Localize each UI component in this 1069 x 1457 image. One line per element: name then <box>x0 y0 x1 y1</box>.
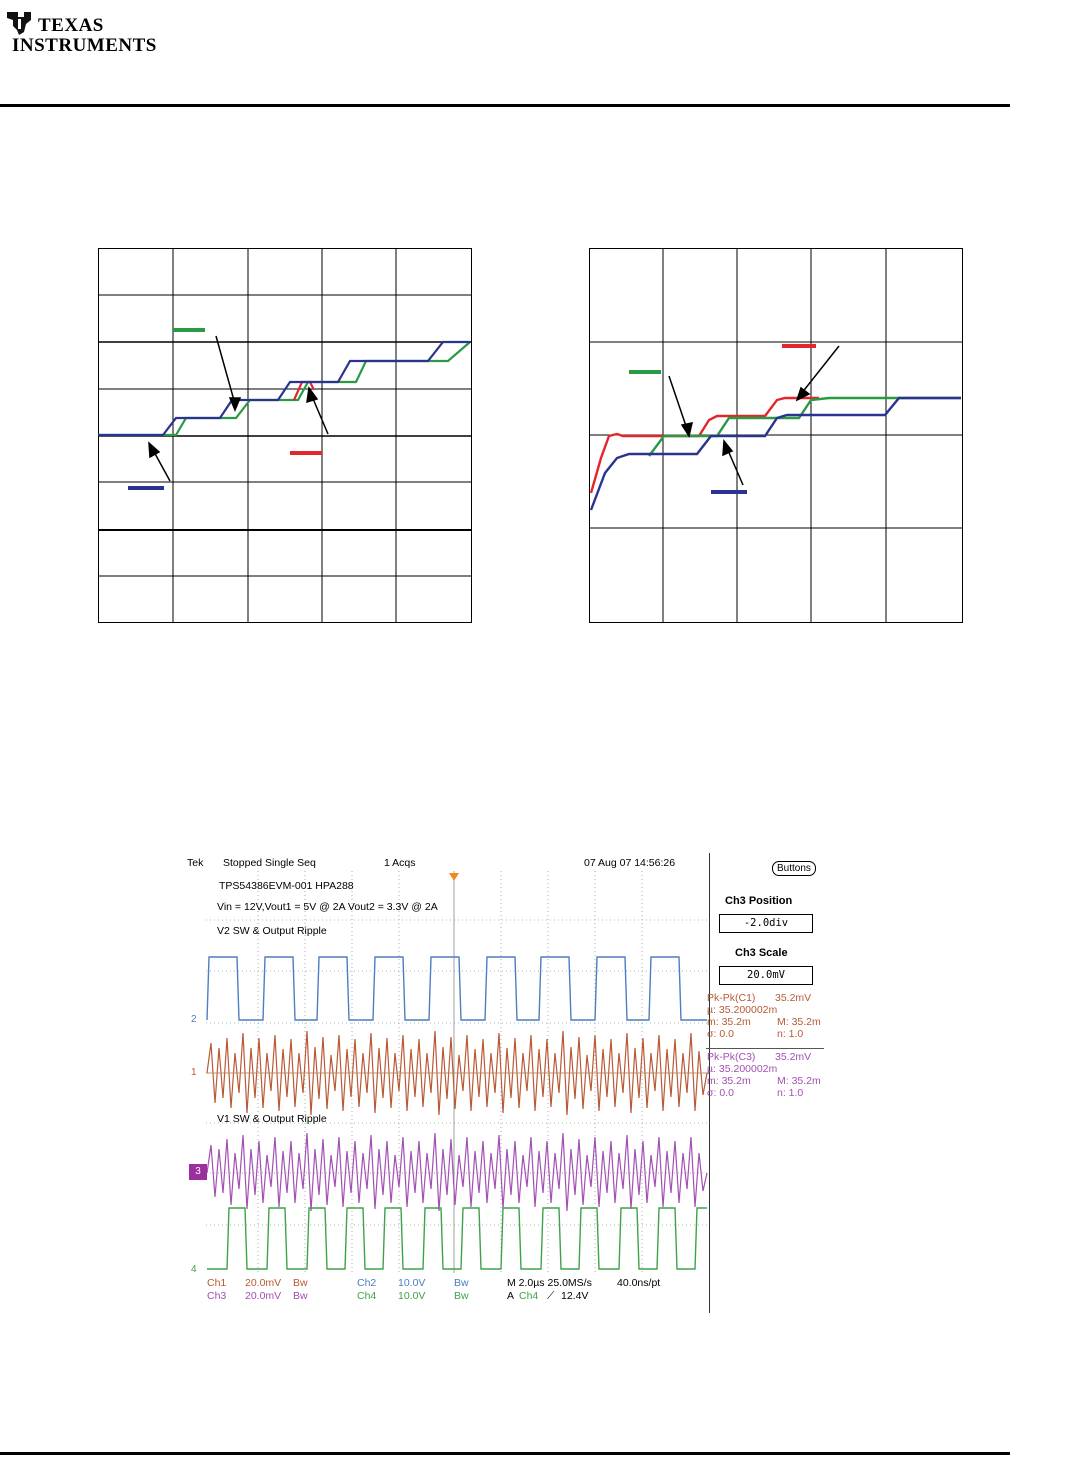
trigger-slope-icon: ⟋ <box>547 1290 555 1302</box>
right-blue-trace <box>589 396 961 511</box>
ch2-bw: Bw <box>454 1277 469 1289</box>
ch4-setting-label: Ch4 <box>357 1290 377 1302</box>
buttons-button[interactable]: Buttons <box>772 861 816 876</box>
ch3-setting-value: 20.0mV <box>245 1290 282 1302</box>
c3-sigma: σ: 0.0 <box>707 1087 734 1099</box>
ch3-scale-value[interactable]: 20.0mV <box>719 966 813 985</box>
scope-screen-svg <box>206 871 709 1273</box>
c1-max: M: 35.2m <box>777 1016 821 1028</box>
ch1-setting-label: Ch1 <box>207 1277 227 1289</box>
ch4-setting-value: 10.0V <box>398 1290 426 1302</box>
ch3-purple-trace <box>206 1132 708 1212</box>
left-arrows <box>148 335 329 482</box>
c1-sigma: σ: 0.0 <box>707 1028 734 1040</box>
right-legend-red <box>782 344 816 348</box>
scope-screen-edge <box>709 853 710 1313</box>
ch2-blue-trace <box>206 956 707 1021</box>
right-arrows <box>668 345 840 486</box>
right-red-trace <box>589 396 819 494</box>
trigger-position-icon <box>449 873 459 881</box>
ch3-position-title: Ch3 Position <box>725 895 793 907</box>
c3-mean: µ: 35.200002m <box>707 1063 778 1075</box>
ch3-scale-title: Ch3 Scale <box>735 947 788 959</box>
measurements-separator <box>706 1048 824 1049</box>
left-chart-grid <box>98 248 472 623</box>
trigger-level: 12.4V <box>561 1290 589 1302</box>
ch1-setting-value: 20.0mV <box>245 1277 282 1289</box>
v2-ripple-label: V2 SW & Output Ripple <box>217 925 327 937</box>
scope-brand: Tek <box>187 857 204 869</box>
logo-wordmark: TEXAS INSTRUMENTS <box>12 16 157 56</box>
ch3-ground-marker[interactable]: 3 <box>189 1164 207 1180</box>
trigger-label: A <box>507 1290 515 1302</box>
c3-max: M: 35.2m <box>777 1075 821 1087</box>
c3-pkpk-value: 35.2mV <box>775 1051 812 1063</box>
right-green-trace <box>648 396 961 457</box>
ti-logo: TEXAS INSTRUMENTS <box>4 8 157 56</box>
right-legend-green <box>629 370 661 374</box>
c1-pkpk-value: 35.2mV <box>775 992 812 1004</box>
logo-line-instruments: INSTRUMENTS <box>12 35 157 56</box>
oscilloscope-capture: Tek Stopped Single Seq 1 Acqs 07 Aug 07 … <box>183 853 843 1313</box>
c3-pkpk-label: Pk-Pk(C3) <box>707 1051 756 1063</box>
ch3-setting-label: Ch3 <box>207 1290 227 1302</box>
ch1-ground-marker[interactable]: 1 <box>191 1067 197 1078</box>
left-legend-red <box>290 451 322 455</box>
scope-datetime: 07 Aug 07 14:56:26 <box>584 857 676 869</box>
logo-line-texas: TEXAS <box>38 15 104 36</box>
c1-n: n: 1.0 <box>777 1028 804 1040</box>
ch3-position-value[interactable]: -2.0div <box>719 914 813 933</box>
c1-min: m: 35.2m <box>707 1016 751 1028</box>
ch4-ground-marker[interactable]: 4 <box>191 1264 197 1275</box>
left-chart-svg <box>98 248 472 623</box>
ch2-setting-label: Ch2 <box>357 1277 377 1289</box>
right-chart-svg <box>589 248 963 623</box>
ti-state-logo-icon <box>7 12 31 35</box>
c3-min: m: 35.2m <box>707 1075 751 1087</box>
left-legend-blue <box>128 486 164 490</box>
ch1-orange-trace <box>206 1030 708 1116</box>
sample-interval: 40.0ns/pt <box>617 1277 661 1289</box>
scope-acquisitions: 1 Acqs <box>384 857 416 869</box>
conditions-label: Vin = 12V,Vout1 = 5V @ 2A Vout2 = 3.3V @… <box>217 901 438 913</box>
c1-pkpk-label: Pk-Pk(C1) <box>707 992 756 1004</box>
ch2-setting-value: 10.0V <box>398 1277 426 1289</box>
ch1-bw: Bw <box>293 1277 308 1289</box>
trigger-channel: Ch4 <box>519 1290 539 1302</box>
scope-run-state: Stopped Single Seq <box>223 857 316 869</box>
ch3-bw: Bw <box>293 1290 308 1302</box>
ch4-bw: Bw <box>454 1290 469 1302</box>
c1-mean: µ: 35.200002m <box>707 1004 778 1016</box>
right-chart <box>589 248 963 623</box>
left-blue-trace <box>98 340 470 437</box>
header-rule <box>0 104 1010 107</box>
right-legend-blue <box>711 490 747 494</box>
left-chart <box>98 248 472 623</box>
v1-ripple-label: V1 SW & Output Ripple <box>217 1113 327 1125</box>
ch2-ground-marker[interactable]: 2 <box>191 1014 197 1025</box>
left-legend-green <box>173 328 205 332</box>
board-label: TPS54386EVM-001 HPA288 <box>219 880 354 892</box>
ch4-green-trace <box>207 1207 707 1270</box>
c3-n: n: 1.0 <box>777 1087 804 1099</box>
footer-rule <box>0 1452 1010 1455</box>
timebase-readout: M 2.0µs 25.0MS/s <box>507 1277 592 1289</box>
